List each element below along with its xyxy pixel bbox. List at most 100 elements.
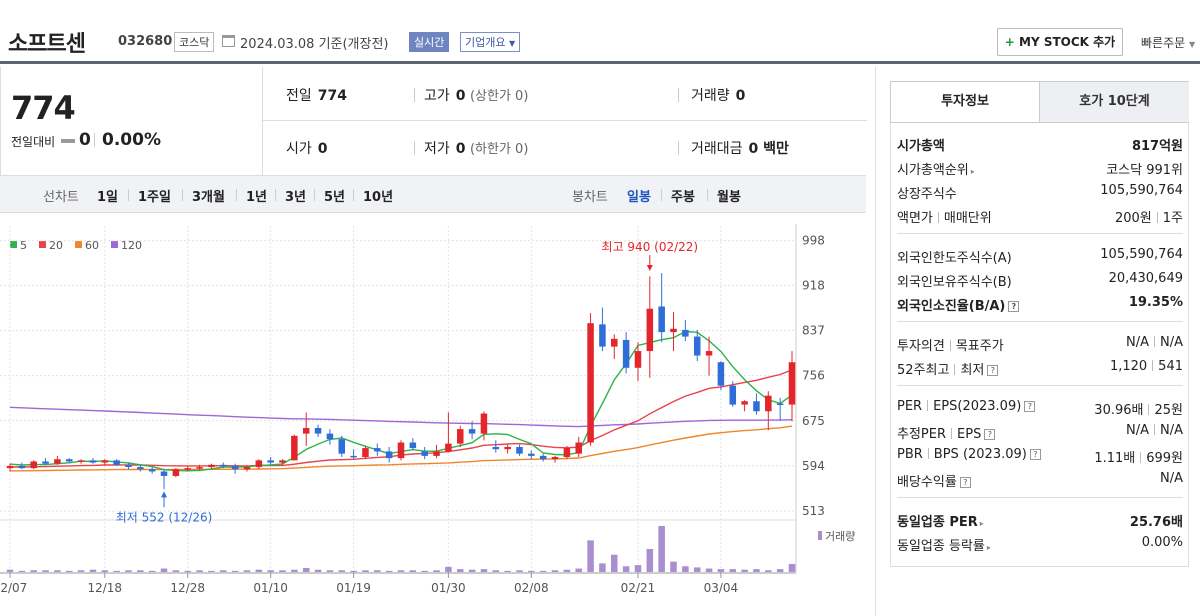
- change-label: 전일대비: [11, 135, 56, 149]
- divider: [236, 189, 237, 201]
- legend-swatch: [111, 241, 118, 248]
- candle-body: [385, 451, 393, 459]
- divider: [262, 67, 263, 175]
- quick-order-dropdown[interactable]: 빠른주문 ▼: [1141, 34, 1195, 51]
- divider: [954, 364, 956, 375]
- tab-order-book[interactable]: 호가 10단계: [1040, 82, 1189, 122]
- open-label: 시가: [286, 141, 312, 157]
- price-chart[interactable]: 5 20 60 120 998 918 837 756 675 594 513 12/07 12/18 1…: [0, 214, 866, 616]
- candle-monthly[interactable]: 월봉: [717, 190, 741, 205]
- period-1w[interactable]: 1주일: [138, 190, 171, 205]
- info-value: N/A: [1160, 471, 1183, 486]
- candle-body: [776, 403, 784, 405]
- my-stock-add-button[interactable]: + MY STOCK 추가: [997, 28, 1123, 56]
- volume-bar: [65, 570, 73, 572]
- info-value-text: 817억원: [1131, 139, 1183, 154]
- volume-bar: [397, 570, 405, 572]
- period-3y[interactable]: 3년: [285, 190, 307, 205]
- high-label: 고가: [424, 88, 450, 104]
- info-row: 시가총액순위 ▸ 코스닥 991위: [897, 157, 1183, 178]
- volume-bar: [622, 566, 630, 572]
- period-10y[interactable]: 10년: [363, 190, 394, 205]
- candle-body: [350, 455, 357, 458]
- volume-bar: [551, 570, 559, 572]
- candle-body: [208, 464, 215, 468]
- candle-body: [172, 469, 180, 476]
- divider: [897, 233, 1183, 234]
- tab-invest-info[interactable]: 투자정보: [891, 82, 1040, 122]
- trade-amount: 거래대금 0 백만: [691, 138, 789, 158]
- help-icon[interactable]: ?: [1008, 301, 1020, 312]
- volume-bar: [456, 569, 464, 572]
- current-price: 774: [11, 89, 76, 127]
- divider: [1148, 404, 1150, 415]
- candle-daily[interactable]: 일봉: [627, 190, 651, 205]
- volume-bar: [113, 570, 120, 572]
- help-icon[interactable]: ?: [984, 429, 996, 440]
- legend-swatch: [75, 241, 82, 248]
- calendar-icon: [222, 35, 235, 47]
- period-1y[interactable]: 1년: [246, 190, 268, 205]
- volume-bar: [776, 569, 784, 572]
- x-tick-label: 01/30: [431, 581, 466, 595]
- info-value: 105,590,764: [1100, 183, 1183, 198]
- volume-bar: [338, 570, 346, 572]
- info-key-label: 투자의견: [897, 339, 945, 354]
- volume-bar: [374, 570, 381, 572]
- volume-bar: [646, 549, 654, 572]
- info-key[interactable]: 동일업종 PER ▸: [897, 511, 984, 530]
- info-row: 52주최고 최저? 1,120 541: [897, 357, 1183, 378]
- info-value-text: 541: [1158, 359, 1183, 374]
- candle-body: [77, 460, 85, 462]
- volume-bar: [753, 569, 760, 572]
- candle-body: [682, 329, 689, 337]
- info-value-text: 25.76배: [1129, 515, 1183, 530]
- help-icon[interactable]: ?: [987, 365, 999, 376]
- period-5y[interactable]: 5년: [324, 190, 346, 205]
- info-value: 코스닥 991위: [1106, 159, 1183, 178]
- realtime-button[interactable]: 실시간: [409, 32, 450, 52]
- divider: [951, 428, 953, 439]
- divider: [678, 88, 679, 102]
- volume-bar: [385, 570, 393, 572]
- info-key-label: PBR: [897, 447, 923, 462]
- candle-body: [599, 324, 606, 347]
- info-key[interactable]: 시가총액순위 ▸: [897, 159, 975, 178]
- period-3m[interactable]: 3개월: [192, 190, 225, 205]
- info-key[interactable]: 동일업종 등락률 ▸: [897, 535, 991, 554]
- candle-body: [539, 455, 547, 460]
- volume-bar: [563, 569, 571, 572]
- info-value-text: 0.00%: [1141, 535, 1183, 550]
- period-1d[interactable]: 1일: [97, 190, 119, 205]
- help-icon[interactable]: ?: [1029, 449, 1041, 460]
- legend-swatch: [10, 241, 17, 248]
- volume-bar: [658, 526, 665, 572]
- info-value-text: N/A: [1160, 335, 1183, 350]
- info-value: 105,590,764: [1100, 247, 1183, 262]
- info-key-label: 동일업종 PER: [897, 515, 978, 530]
- info-key-label: 외국인보유주식수(B): [897, 275, 1012, 290]
- legend-label: 5: [20, 239, 27, 252]
- candle-body: [160, 471, 168, 476]
- info-row: 외국인한도주식수(A) 105,590,764: [897, 245, 1183, 266]
- divider: [314, 189, 315, 201]
- volume-bar: [350, 570, 357, 572]
- volume-bar: [291, 569, 298, 572]
- help-icon[interactable]: ?: [1024, 401, 1036, 412]
- my-stock-label: MY STOCK 추가: [1019, 35, 1116, 49]
- candle-body: [279, 460, 286, 463]
- info-key: 추정PER EPS?: [897, 423, 996, 442]
- volume-bar: [208, 570, 215, 572]
- volume-bar: [89, 569, 97, 572]
- stock-code: 032680: [118, 34, 173, 49]
- chevron-right-icon: ▸: [979, 519, 984, 528]
- help-icon[interactable]: ?: [959, 477, 971, 488]
- candle-weekly[interactable]: 주봉: [671, 190, 695, 205]
- info-key-label: 동일업종 등락률: [897, 539, 985, 554]
- company-overview-dropdown[interactable]: 기업개요 ▼: [460, 32, 521, 52]
- info-key: 외국인한도주식수(A): [897, 247, 1012, 266]
- candle-body: [611, 338, 618, 347]
- info-key: PER EPS(2023.09)?: [897, 399, 1036, 414]
- volume-bar: [326, 570, 334, 572]
- y-tick-label: 675: [802, 414, 825, 428]
